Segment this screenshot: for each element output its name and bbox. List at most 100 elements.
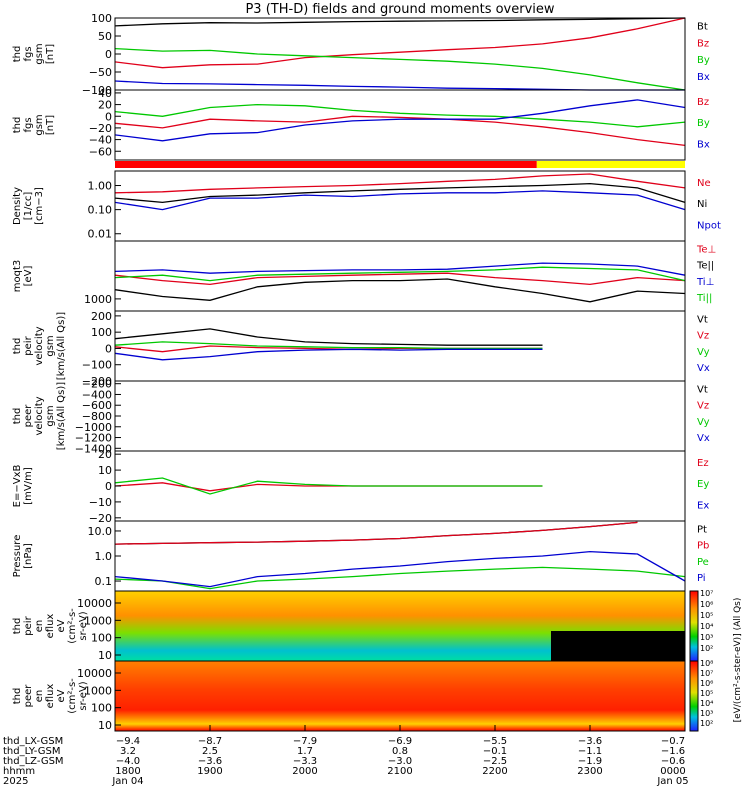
x-row-value: Jan 04	[111, 776, 143, 787]
legend-entry-Ez: Ez	[697, 458, 709, 469]
y-axis-label: sr-eV)	[78, 681, 89, 710]
colorbar-strip	[689, 590, 699, 662]
panel-frame	[114, 89, 686, 161]
colorbar-label: 10³	[700, 633, 713, 642]
panel-10: 10000 1000 100 10 thd peer en eflux eV (cm²-s-sr-…	[12, 660, 686, 732]
plot-title: P3 (TH-D) fields and ground moments over…	[245, 2, 554, 17]
x-row-label: 2025	[3, 776, 28, 787]
x-row-value: 2.5	[202, 746, 218, 757]
colorbar: 10⁷10⁶10⁵10⁴10³10²10⁸10⁷10⁶10⁵10⁴10³10²[…	[689, 589, 743, 732]
y-tick-label: 0	[105, 342, 112, 355]
series-line-Pt	[114, 521, 638, 545]
y-tick-label: −10	[89, 496, 112, 509]
x-row-value: −4.0	[116, 756, 140, 767]
series-line-By	[114, 103, 686, 128]
y-tick-label: 1.0	[95, 550, 113, 563]
x-row-value: 2000	[292, 766, 317, 777]
colorbar-label: 10²	[700, 719, 713, 728]
legend-entry-Ey: Ey	[697, 479, 709, 490]
y-tick-label: 100	[91, 326, 112, 339]
y-axis-label: en	[34, 620, 45, 633]
y-tick-label: −800	[82, 410, 112, 423]
y-tick-label: −60	[89, 145, 112, 158]
x-axis-labels: thd_LX-GSM −9.4 −8.7 −7.9 −6.9 −5.5 −3.6 −0.7 th…	[3, 725, 689, 787]
x-row-value: 2300	[577, 766, 602, 777]
legend-entry-Ex: Ex	[697, 500, 709, 511]
x-row-value: −1.6	[661, 746, 685, 757]
y-tick-label: 10000	[77, 667, 112, 680]
y-tick-label: −100	[82, 359, 112, 372]
y-tick-label: −200	[82, 378, 112, 391]
legend-entry-Vx: Vx	[697, 433, 710, 444]
x-row-label: hhmm	[3, 766, 35, 777]
legend-entry-Bz: Bz	[697, 38, 709, 49]
x-row-label: thd_LY-GSM	[3, 746, 60, 757]
x-row-value: 0000	[660, 766, 685, 777]
y-tick-label: 1000	[84, 684, 112, 697]
y-tick-label: −400	[82, 388, 112, 401]
series-line-Ne	[114, 173, 686, 194]
y-axis-label: thd	[12, 338, 23, 355]
y-axis-label: thd	[12, 117, 23, 134]
legend-entry-Te||: Te||	[696, 261, 714, 272]
y-tick-label: 100	[91, 12, 112, 25]
y-axis-label: thd	[12, 46, 23, 63]
series-line-Ni	[114, 182, 686, 204]
legend-entry-Npot: Npot	[697, 220, 721, 231]
x-row-value: −3.6	[198, 756, 222, 767]
heatmap-fill	[115, 661, 685, 731]
legend-entry-Ni: Ni	[697, 199, 707, 210]
panel-5: 200 100 0 −100 −200 thd peir velocity gsm [km/s(A…	[12, 310, 710, 388]
y-axis-label: eV	[56, 619, 67, 632]
colorbar-label: 10⁵	[700, 689, 713, 698]
heatmap-nodata	[551, 631, 685, 661]
y-tick-label: 20	[98, 448, 112, 461]
y-axis-label: velocity	[34, 396, 45, 435]
y-tick-label: 10	[98, 649, 112, 662]
panel-4: 1000 moqt3 [eV] Te⊥ Te|| Ti⊥ Ti||	[12, 240, 716, 312]
y-tick-label: 10.0	[88, 525, 113, 538]
x-row-value: −3.0	[388, 756, 412, 767]
y-axis-label: E=−VxB	[12, 465, 23, 508]
panel-frame	[114, 17, 686, 91]
colorbar-label: 10⁶	[700, 679, 713, 688]
y-axis-label: fgs	[23, 46, 34, 61]
y-tick-label: 0	[105, 480, 112, 493]
y-tick-label: 1.00	[88, 180, 113, 193]
y-tick-label: 1000	[84, 293, 112, 306]
panel-frame	[114, 520, 686, 592]
x-row-value: −3.3	[293, 756, 317, 767]
x-row-value: 2200	[482, 766, 507, 777]
panel-9: 10000 1000 100 10 thd peir en eflux eV (cm²-s-sr-…	[12, 590, 686, 662]
y-axis-label: fgs	[23, 117, 34, 132]
x-row-label: thd_LZ-GSM	[3, 756, 64, 767]
legend-entry-Vt: Vt	[697, 384, 708, 395]
x-row-value: −3.6	[578, 736, 602, 747]
y-tick-label: −50	[89, 66, 112, 79]
legend-entry-Pe: Pe	[697, 557, 709, 568]
y-tick-label: 0	[105, 48, 112, 61]
panel-frame	[114, 240, 686, 312]
colorbar-label: 10⁶	[700, 600, 713, 609]
y-tick-label: −1000	[75, 421, 112, 434]
colorbar-label: 10²	[700, 644, 713, 653]
legend-entry-Vz: Vz	[697, 331, 709, 342]
series-line-Te⊥	[114, 272, 686, 286]
y-axis-label: thd	[12, 688, 23, 705]
y-axis-label: [mV/m]	[23, 467, 34, 505]
x-row-value: 1.7	[297, 746, 313, 757]
series-line-Pb	[114, 521, 638, 545]
y-axis-label: velocity	[34, 326, 45, 365]
y-tick-label: 40	[98, 87, 112, 100]
legend-entry-Pb: Pb	[697, 541, 709, 552]
legend-entry-Bz: Bz	[697, 97, 709, 108]
colorbar-label: 10⁵	[700, 611, 713, 620]
legend-entry-Pi: Pi	[697, 573, 706, 584]
y-axis-label: eV	[56, 689, 67, 702]
x-row-value: −2.5	[483, 756, 507, 767]
series-line-Bt	[114, 17, 686, 27]
y-axis-label: eflux	[45, 614, 56, 639]
legend-entry-By: By	[697, 118, 710, 129]
panel-frame	[114, 170, 686, 242]
